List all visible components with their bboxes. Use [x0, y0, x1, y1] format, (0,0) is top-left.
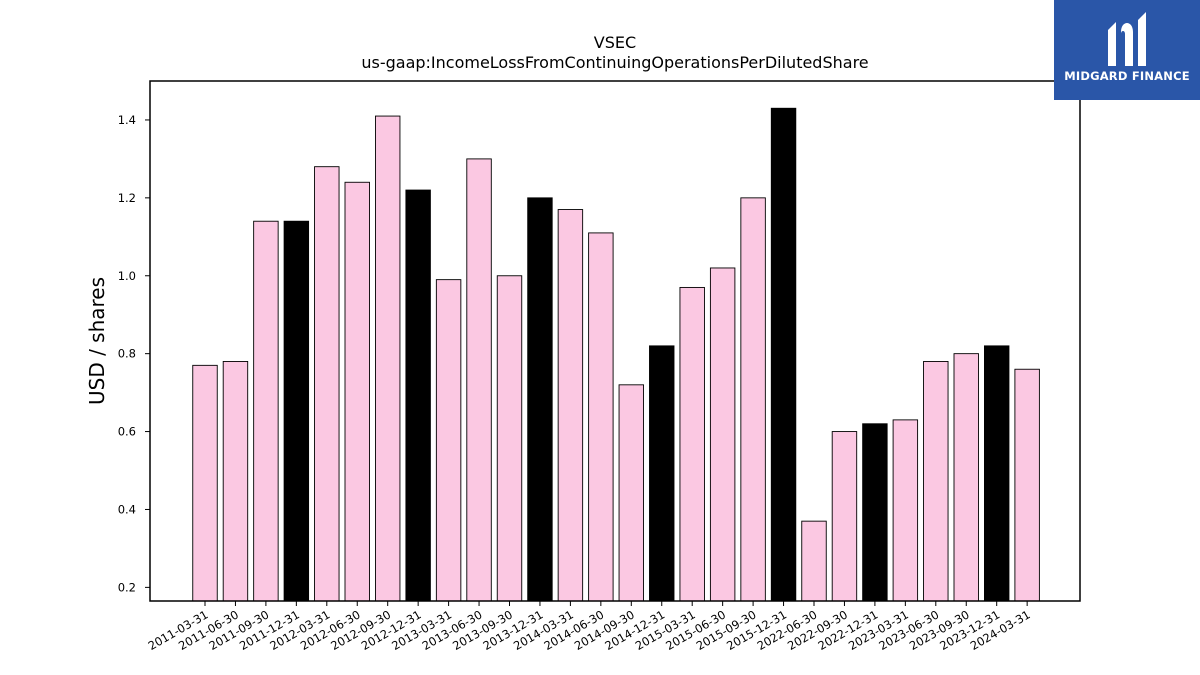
- bar-2022-09-30: [831, 431, 858, 602]
- bar-2015-06-30: [709, 267, 736, 602]
- bar-2024-03-31: [1014, 368, 1040, 602]
- y-tick-label: 1.0: [118, 269, 136, 283]
- bar-2011-12-31: [283, 220, 310, 602]
- bar-2014-09-30: [618, 384, 644, 602]
- bar-2023-03-31: [892, 419, 919, 602]
- bar-2015-12-31: [770, 107, 797, 602]
- bar-2011-03-31: [192, 364, 218, 602]
- y-tick-label: 0.8: [118, 347, 136, 361]
- y-tick-label: 1.4: [118, 113, 136, 127]
- bar-2022-06-30: [801, 520, 827, 602]
- bar-2011-06-30: [222, 361, 249, 602]
- bar-2013-12-31: [527, 197, 553, 602]
- bars-group: [192, 107, 1040, 602]
- bar-2014-03-31: [557, 209, 584, 602]
- bar-2023-09-30: [953, 353, 979, 602]
- y-axis-label: USD / shares: [85, 277, 109, 405]
- bar-2023-06-30: [923, 361, 949, 602]
- plot-frame: [149, 80, 1081, 602]
- y-tick-label: 0.2: [118, 580, 136, 594]
- chart-title: VSEC: [593, 33, 637, 52]
- bar-2012-12-31: [405, 189, 431, 602]
- bar-2012-09-30: [375, 115, 401, 602]
- bar-2012-06-30: [344, 181, 370, 602]
- bar-2012-03-31: [314, 166, 340, 602]
- midgard-logo-icon: [1108, 12, 1146, 66]
- x-axis-ticks: 2011-03-312011-06-302011-09-302011-12-31…: [146, 601, 1033, 653]
- bar-2011-09-30: [253, 220, 279, 602]
- bar-2023-12-31: [984, 345, 1010, 602]
- logo-text: MIDGARD FINANCE: [1064, 69, 1190, 83]
- bar-2015-03-31: [679, 286, 705, 602]
- y-axis-ticks: 0.2 0.4 0.6 0.8 1.0 1.2 1.4: [118, 113, 150, 594]
- bar-2015-09-30: [740, 197, 766, 602]
- bar-2013-09-30: [496, 275, 523, 602]
- y-tick-label: 0.4: [118, 502, 136, 516]
- bar-2013-06-30: [466, 158, 492, 602]
- y-tick-label: 0.6: [118, 425, 136, 439]
- y-tick-label: 1.2: [118, 191, 136, 205]
- midgard-finance-logo: MIDGARD FINANCE: [1054, 0, 1200, 100]
- bar-2014-12-31: [649, 345, 675, 602]
- chart-subtitle: us-gaap:IncomeLossFromContinuingOperatio…: [361, 53, 869, 72]
- bar-2013-03-31: [435, 279, 462, 602]
- bar-2022-12-31: [862, 423, 888, 602]
- bar-2014-06-30: [588, 232, 614, 602]
